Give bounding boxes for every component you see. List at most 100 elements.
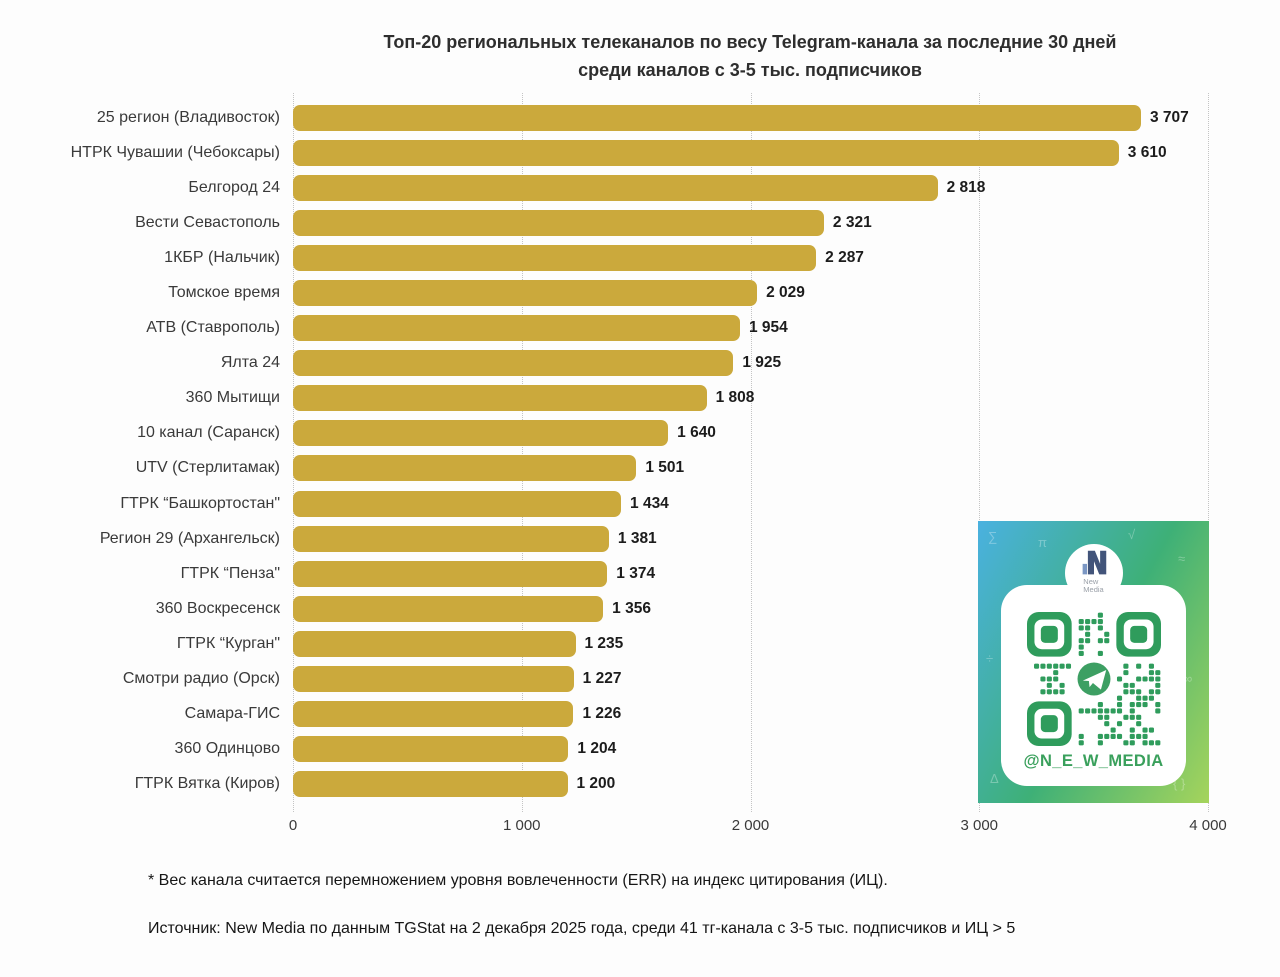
value-label: 1 204 [577,740,617,758]
category-label: Вести Севастополь [135,213,280,231]
category-label: 360 Мытищи [185,389,280,407]
category-label: Ялта 24 [220,354,280,372]
category-label: 360 Воскресенск [155,599,280,617]
bar-track: 1 226 [293,701,1208,728]
value-label: 1 640 [677,424,716,442]
bar-row: 1КБР (Нальчик) 2 287 [0,240,1215,275]
category-label: 10 канал (Саранск) [137,424,280,442]
qr-code-image [1026,612,1161,746]
bar-track: 3 707 [293,104,1208,131]
bar-row: Смотри радио (Орск) 1 227 [0,662,1215,697]
bar-track: 1 954 [293,315,1208,342]
bar [293,736,569,763]
x-tick-label: 1 000 [502,817,541,834]
bar-track: 2 287 [293,244,1208,271]
bar-row: 25 регион (Владивосток) 3 707 [0,100,1215,135]
bar-track: 1 204 [293,736,1208,763]
gridline [521,93,523,812]
plot-area [293,93,1209,812]
math-doodle: ÷ [986,651,994,666]
value-label: 2 818 [946,178,986,196]
value-label: 2 321 [832,213,872,231]
gridline [750,93,752,812]
chart-title-line2: среди каналов с 3-5 тыс. подписчиков [578,60,922,80]
value-label: 1 925 [742,354,782,372]
category-label: 1КБР (Нальчик) [164,248,280,266]
bar [293,174,938,201]
bar-row: Вести Севастополь 2 321 [0,205,1215,240]
bar [293,595,604,622]
bar-track: 1 434 [293,490,1208,517]
bar [293,244,817,271]
category-label: ГТРК Вятка (Киров) [134,775,280,793]
bar-track: 2 818 [293,174,1208,201]
value-label: 1 356 [612,599,651,617]
gridline [293,93,294,812]
category-label: Белгород 24 [188,178,280,196]
footnote-weight-definition: * Вес канала считается перемножением уро… [148,872,888,889]
bar-row: ГТРК Вятка (Киров) 1 200 [0,767,1215,802]
bar-row: ГТРК “Башкортостан" 1 434 [0,486,1215,521]
logo-text-line1: New [1083,577,1099,586]
bar [293,385,707,412]
category-label: 360 Одинцово [174,740,280,758]
bar-track: 1 356 [293,595,1208,622]
bar-track: 1 640 [293,420,1208,447]
bar [293,490,622,517]
category-label: Томское время [168,284,280,302]
footnote-source: Источник: New Media по данным TGStat на … [148,920,1016,937]
bar-track: 1 227 [293,666,1208,693]
category-label: АТВ (Ставрополь) [146,319,280,337]
bar-track: 1 381 [293,525,1208,552]
bar [293,525,609,552]
chart-title-line1: Топ-20 региональных телеканалов по весу … [383,32,1117,52]
bar-row: ГТРК “Пенза" 1 374 [0,556,1215,591]
x-tick-label: 2 000 [731,817,770,834]
category-label: НТРК Чувашии (Чебоксары) [70,143,280,161]
bar [293,315,740,342]
bar-row: 360 Мытищи 1 808 [0,381,1215,416]
math-doodle: π [1038,535,1047,550]
bar [293,350,734,377]
bar-row: Томское время 2 029 [0,275,1215,310]
bar [293,280,758,307]
bar-row: ГТРК “Курган" 1 235 [0,626,1215,661]
logo-text-line2: Media [1083,585,1104,594]
bar-track: 1 374 [293,560,1208,587]
value-label: 1 235 [584,634,624,652]
bar-track: 1 501 [293,455,1208,482]
bar [293,420,669,447]
value-label: 3 610 [1127,143,1167,161]
bar [293,455,637,482]
math-doodle: ∑ [988,529,998,544]
bar-track: 3 610 [293,139,1208,166]
bar-row: НТРК Чувашии (Чебоксары) 3 610 [0,135,1215,170]
bar-row: Регион 29 (Архангельск) 1 381 [0,521,1215,556]
category-label: Самара-ГИС [184,705,280,723]
value-label: 1 501 [645,459,685,477]
bar-row: UTV (Стерлитамак) 1 501 [0,451,1215,486]
gridline [979,93,981,812]
bar [293,666,574,693]
math-doodle: √ [1128,527,1136,542]
bar [293,139,1119,166]
new-media-logo-text: New Media [1083,578,1103,594]
x-tick-label: 0 [288,817,298,834]
bar [293,104,1141,131]
bar-row: Ялта 24 1 925 [0,346,1215,381]
bar-row: АТВ (Ставрополь) 1 954 [0,311,1215,346]
value-label: 1 954 [748,319,788,337]
math-doodle: Δ [990,771,999,786]
category-label: 25 регион (Владивосток) [96,108,280,126]
bar-track: 2 029 [293,280,1208,307]
bar-row: 360 Воскресенск 1 356 [0,591,1215,626]
bar-chart-rows: 25 регион (Владивосток) 3 707 НТРК Чувашии… [0,100,1215,802]
value-label: 1 200 [576,775,616,793]
bar-track: 1 925 [293,350,1208,377]
value-label: 2 029 [766,284,805,302]
bar [293,630,576,657]
bar [293,209,824,236]
telegram-handle: @N_E_W_MEDIA [1023,752,1164,770]
chart-title: Топ-20 региональных телеканалов по весу … [230,28,1270,84]
gridline [1208,93,1209,812]
